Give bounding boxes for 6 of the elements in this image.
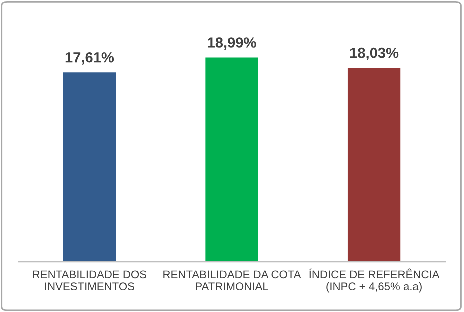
data-label: 17,61% [66, 52, 114, 65]
data-label: 18,99% [208, 38, 256, 50]
x-tick-label: ÍNDICE DE REFERÊNCIA (INPC + 4,65% a.a) [310, 268, 440, 293]
data-label: 18,03% [350, 48, 399, 60]
x-tick-label: RENTABILIDADE DA COTA PATRIMONIAL [164, 270, 302, 291]
x-tick-label: RENTABILIDADE DOS INVESTIMENTOS [33, 270, 147, 291]
